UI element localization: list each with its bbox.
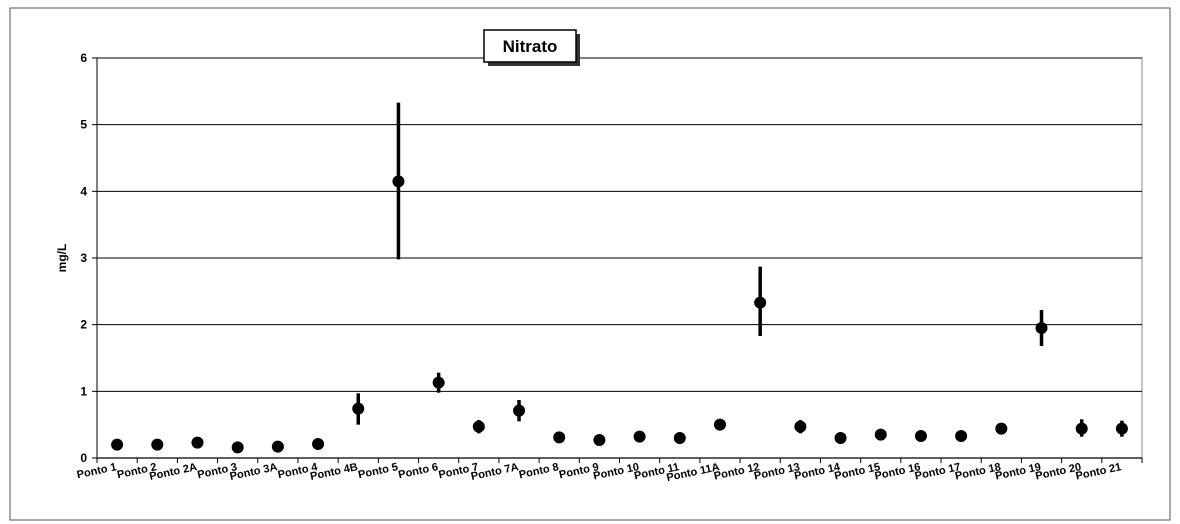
data-point-1	[151, 438, 164, 451]
data-point-8	[432, 376, 445, 389]
y-tick-label-0: 0	[80, 451, 87, 465]
data-point-4	[271, 440, 284, 453]
data-points	[111, 102, 1128, 454]
data-point-21	[955, 430, 968, 442]
data-point-6	[352, 402, 365, 415]
y-tick-label-6: 6	[80, 51, 87, 65]
data-point-7	[392, 175, 405, 188]
data-point-25	[1115, 422, 1128, 435]
y-axis: 0 1 2 3 4 5 6	[80, 51, 98, 465]
y-tick-label-3: 3	[80, 251, 87, 265]
gridlines	[97, 57, 1142, 392]
data-point-0	[111, 438, 124, 451]
y-tick-label-1: 1	[80, 384, 87, 398]
data-point-5	[312, 438, 325, 450]
y-tick-label-5: 5	[80, 118, 87, 132]
data-point-3	[231, 441, 244, 454]
data-point-16	[754, 296, 767, 309]
y-axis-label: mg/L	[55, 244, 69, 273]
data-point-22	[995, 422, 1008, 435]
data-point-18	[834, 432, 847, 444]
data-point-12	[593, 434, 606, 446]
data-point-19	[874, 428, 887, 441]
y-tick-label-2: 2	[80, 318, 87, 332]
data-point-17	[794, 420, 807, 433]
data-point-9	[472, 420, 485, 433]
title-box: Nitrato	[483, 29, 580, 66]
data-point-23	[1035, 322, 1048, 334]
data-point-20	[914, 430, 927, 442]
data-point-10	[513, 404, 526, 417]
data-point-13	[633, 430, 646, 443]
data-point-2	[191, 436, 204, 449]
data-point-15	[713, 418, 726, 431]
data-point-11	[553, 431, 566, 444]
y-tick-label-4: 4	[80, 184, 87, 198]
data-point-24	[1075, 422, 1088, 435]
chart-title: Nitrato	[503, 37, 558, 56]
data-point-14	[673, 432, 686, 444]
